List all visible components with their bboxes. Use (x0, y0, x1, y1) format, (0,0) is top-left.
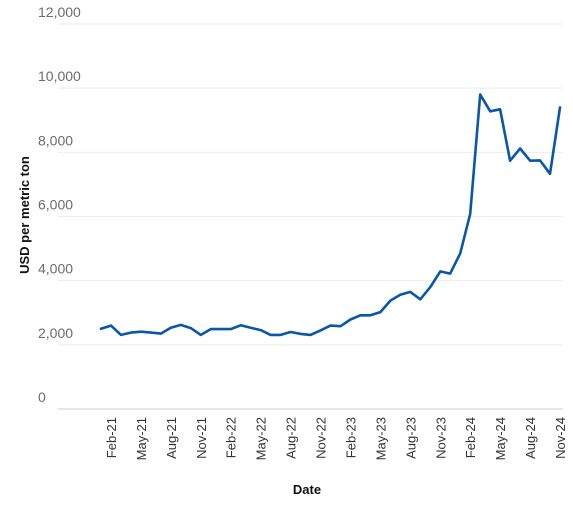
y-tick-label: 8,000 (38, 132, 73, 148)
y-tick-label: 4,000 (38, 261, 73, 277)
y-tick-label: 2,000 (38, 325, 73, 341)
y-tick-label: 12,000 (38, 4, 81, 20)
gridlines (58, 23, 563, 346)
x-axis-title: Date (293, 482, 321, 497)
x-tick-label: Feb-22 (224, 417, 239, 458)
x-tick-label: Aug-24 (523, 417, 538, 459)
x-tick-label: Feb-23 (344, 417, 359, 458)
x-tick-label: Feb-21 (104, 417, 119, 458)
x-tick-label: May-24 (493, 417, 508, 460)
x-tick-label: May-23 (373, 417, 388, 460)
y-tick-labels: 0 2,000 4,000 6,000 8,000 10,000 12,000 (38, 4, 81, 405)
series-line (99, 93, 562, 337)
x-tick-label: Aug-21 (164, 417, 179, 459)
x-tick-label: Aug-23 (403, 417, 418, 459)
x-tick-label: Feb-24 (463, 417, 478, 458)
x-tick-label: Aug-22 (284, 417, 299, 459)
x-tick-label: Nov-24 (553, 417, 568, 459)
y-axis-title: USD per metric ton (17, 156, 32, 274)
x-tick-label: Nov-22 (314, 417, 329, 459)
y-tick-label: 0 (38, 389, 46, 405)
y-tick-label: 6,000 (38, 197, 73, 213)
x-tick-label: May-21 (134, 417, 149, 460)
x-tick-label: Nov-23 (433, 417, 448, 459)
y-tick-label: 10,000 (38, 68, 81, 84)
x-tick-label: Nov-21 (194, 417, 209, 459)
x-tick-label: May-22 (254, 417, 269, 460)
x-tick-labels: Feb-21 May-21 Aug-21 Nov-21 Feb-22 May-22 Aug-… (104, 417, 568, 460)
